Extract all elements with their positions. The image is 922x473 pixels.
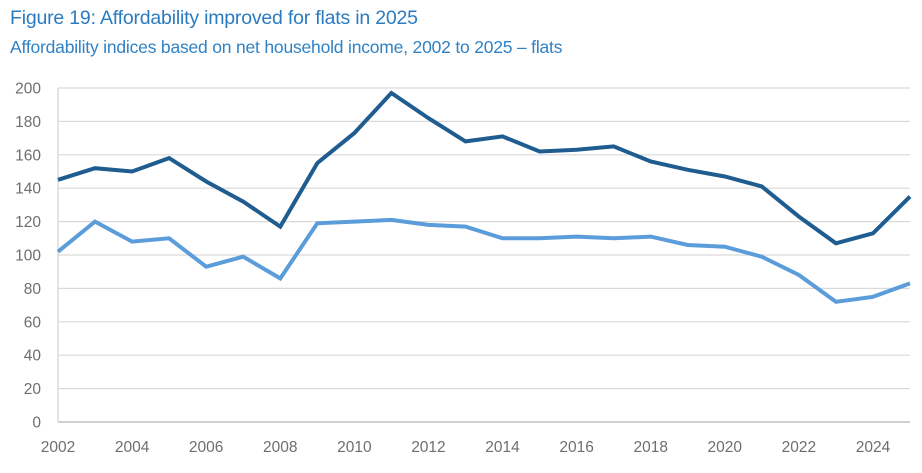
x-tick-label: 2020 <box>708 439 743 456</box>
x-tick-label: 2002 <box>41 439 75 456</box>
series-light-blue-line <box>56 217 911 304</box>
figure-title: Figure 19: Affordability improved for fl… <box>10 7 418 29</box>
x-tick-label: 2016 <box>559 439 593 456</box>
figure-subtitle: Affordability indices based on net house… <box>10 37 563 57</box>
y-tick-label: 120 <box>15 214 41 231</box>
y-tick-label: 200 <box>15 81 41 98</box>
y-tick-label: 100 <box>15 248 41 265</box>
x-tick-label: 2008 <box>263 439 297 456</box>
y-tick-label: 20 <box>24 381 42 398</box>
y-tick-label: 160 <box>15 147 41 164</box>
y-tick-label: 80 <box>24 281 42 298</box>
x-tick-label: 2004 <box>115 439 150 456</box>
y-tick-label: 180 <box>15 114 41 131</box>
x-tick-label: 2022 <box>782 439 816 456</box>
x-tick-label: 2006 <box>189 439 223 456</box>
x-tick-label: 2010 <box>337 439 372 456</box>
series-dark-blue-line <box>57 90 912 246</box>
x-tick-label: 2018 <box>633 439 667 456</box>
x-tick-label: 2012 <box>411 439 445 456</box>
y-tick-label: 140 <box>15 181 41 198</box>
y-tick-label: 60 <box>24 314 42 331</box>
x-tick-label: 2014 <box>485 439 520 456</box>
y-tick-label: 40 <box>24 348 42 365</box>
y-tick-label: 0 <box>32 415 41 432</box>
x-tick-label: 2024 <box>856 439 891 456</box>
